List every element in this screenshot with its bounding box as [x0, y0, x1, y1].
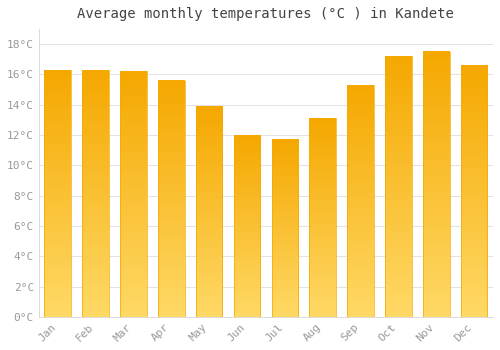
Bar — [348, 85, 374, 317]
Bar — [423, 52, 450, 317]
Title: Average monthly temperatures (°C ) in Kandete: Average monthly temperatures (°C ) in Ka… — [78, 7, 454, 21]
Bar — [120, 71, 146, 317]
Bar — [234, 135, 260, 317]
Bar — [82, 70, 109, 317]
Bar — [310, 118, 336, 317]
Bar — [44, 70, 71, 317]
Bar — [196, 106, 222, 317]
Bar — [272, 140, 298, 317]
Bar — [461, 65, 487, 317]
Bar — [158, 80, 184, 317]
Bar — [385, 56, 411, 317]
